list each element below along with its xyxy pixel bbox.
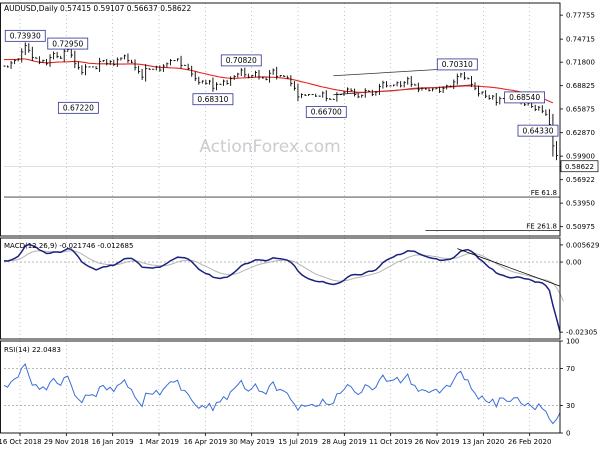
price-y-tick-label: 0.53950 xyxy=(566,200,595,208)
price-y-tick-label: 0.65875 xyxy=(566,105,595,113)
price-panel-frame xyxy=(0,2,561,237)
price-y-tick-label: 0.59900 xyxy=(566,153,595,161)
x-tick-label: 11 Oct 2019 xyxy=(369,438,412,446)
macd-y-tick-label: 0.005629 xyxy=(566,241,599,249)
swing-label: 0.64330 xyxy=(522,126,553,135)
price-y-tick-label: 0.74715 xyxy=(566,36,595,44)
x-tick-label: 26 Feb 2020 xyxy=(508,438,552,446)
x-tick-label: 30 May 2019 xyxy=(229,438,275,446)
swing-label-box xyxy=(4,29,46,42)
macd-trendline xyxy=(457,248,561,287)
rsi-label: RSI(14) 22.0483 xyxy=(4,346,61,354)
x-tick-label: 16 Oct 2018 xyxy=(0,438,42,446)
swing-label-box xyxy=(504,91,545,104)
swing-label: 0.66700 xyxy=(311,108,342,117)
price-y-tick-label: 0.50975 xyxy=(566,223,595,231)
watermark: ActionForex.com xyxy=(199,137,340,157)
x-tick-label: 28 Aug 2019 xyxy=(322,438,367,446)
swing-label: 0.68310 xyxy=(197,95,228,104)
swing-label-box xyxy=(220,54,262,67)
swing-label-box xyxy=(192,93,234,106)
price-y-tick-label: 0.71800 xyxy=(566,59,595,67)
x-tick-label: 16 Jan 2019 xyxy=(92,438,134,446)
swing-label: 0.70820 xyxy=(226,56,257,65)
price-y-tick-label: 0.77755 xyxy=(566,12,595,20)
chart-symbol: AUDUSD,Daily xyxy=(4,4,58,13)
price-y-tick-label: 0.68825 xyxy=(566,82,595,90)
x-tick-label: 26 Nov 2019 xyxy=(415,438,460,446)
macd-panel-frame xyxy=(0,237,561,340)
swing-label: 0.67220 xyxy=(63,104,94,113)
macd-main-line xyxy=(3,243,561,332)
last-price-tag-label: 0.58622 xyxy=(565,163,594,171)
swing-label: 0.68540 xyxy=(509,93,540,102)
rsi-y-tick-label: 70 xyxy=(566,365,575,373)
swing-label-box xyxy=(436,58,478,71)
x-tick-label: 13 Jan 2020 xyxy=(462,438,504,446)
rsi-y-tick-label: 30 xyxy=(566,402,575,410)
rsi-y-tick-label: 100 xyxy=(566,338,579,346)
moving-average-line xyxy=(4,58,554,104)
swing-label: 0.72950 xyxy=(52,39,83,48)
swing-label: 0.70310 xyxy=(442,60,473,69)
x-tick-label: 16 Apr 2019 xyxy=(184,438,227,446)
fib-level-label: FE 261.8 xyxy=(526,223,557,231)
fib-level-label: FE 61.8 xyxy=(531,189,557,197)
swing-label-box xyxy=(57,101,99,114)
x-tick-label: 29 Nov 2018 xyxy=(44,438,89,446)
price-y-tick-label: 0.56922 xyxy=(566,176,595,184)
swing-label: 0.73930 xyxy=(10,32,41,41)
swing-label-box xyxy=(47,37,89,50)
macd-label: MACD(12,26,9) -0.021746 -0.012685 xyxy=(4,242,133,250)
rsi-line xyxy=(3,362,561,425)
rsi-panel-frame xyxy=(0,340,561,434)
price-y-tick-label: 0.62870 xyxy=(566,129,595,137)
macd-y-tick-label: -0.02305 xyxy=(566,329,597,337)
x-tick-label: 15 Jul 2019 xyxy=(278,438,318,446)
swing-label-box xyxy=(305,106,347,118)
x-tick-label: 1 Mar 2019 xyxy=(139,438,179,446)
macd-y-tick-label: 0.00 xyxy=(566,259,582,267)
chart-quote: 0.57415 0.59107 0.56637 0.58622 xyxy=(60,4,191,13)
rsi-y-tick-label: 0 xyxy=(566,430,570,438)
last-price-tag xyxy=(560,160,599,173)
swing-label-box xyxy=(517,124,559,137)
